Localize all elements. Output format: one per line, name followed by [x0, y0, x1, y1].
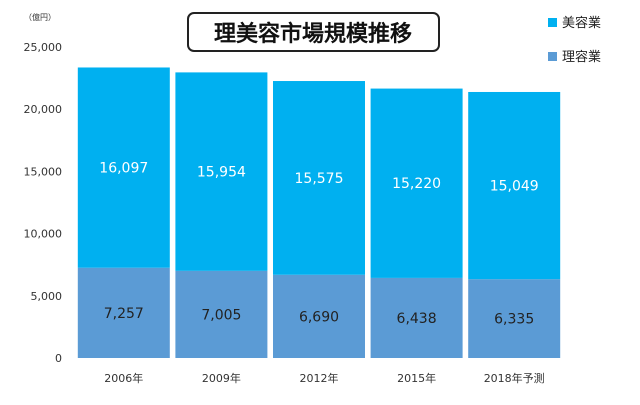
data-label-riyo: 6,438: [397, 311, 437, 327]
x-tick-label: 2018年予測: [484, 371, 545, 385]
data-label-riyo: 7,257: [104, 306, 144, 322]
data-label-riyo: 6,335: [494, 312, 534, 328]
y-tick-label: 0: [55, 352, 62, 365]
bar-segment-biyo: [77, 67, 170, 268]
legend-swatch: [548, 18, 557, 27]
data-label-biyo: 15,220: [392, 176, 441, 192]
bar-segment-biyo: [273, 81, 365, 275]
y-tick-label: 5,000: [31, 290, 63, 303]
title-frame: [187, 12, 440, 52]
x-axis: 2006年 2009年 2012年 2015年 2018年予測: [104, 371, 544, 385]
bar-segment-riyo: [273, 274, 365, 358]
title-box: 理美容市場規模推移: [187, 12, 440, 52]
data-label-biyo: 15,954: [197, 165, 246, 181]
x-tick-label: 2012年: [300, 371, 339, 385]
y-tick-label: 20,000: [24, 103, 63, 116]
x-tick-label: 2015年: [397, 371, 436, 385]
legend-label: 美容業: [562, 15, 601, 31]
bar-segment-riyo: [175, 270, 268, 358]
y-tick-label: 25,000: [24, 41, 63, 54]
data-label-riyo: 7,005: [201, 307, 241, 323]
y-axis: 0 5,000 10,000 15,000 20,000 25,000: [24, 41, 63, 365]
bar-segment-biyo: [370, 88, 463, 278]
bar-segment-riyo: [468, 279, 561, 358]
data-label-biyo: 15,575: [295, 171, 344, 187]
bar-segment-biyo: [175, 72, 268, 271]
data-label-riyo: 6,690: [299, 309, 339, 325]
data-label-biyo: 16,097: [99, 161, 148, 177]
legend-label: 理容業: [562, 49, 601, 65]
y-tick-label: 10,000: [24, 228, 63, 241]
bar-segment-biyo: [468, 91, 561, 280]
x-tick-label: 2009年: [202, 371, 241, 385]
y-unit-label: （億円）: [24, 12, 56, 22]
y-tick-label: 15,000: [24, 165, 63, 178]
bar-segment-riyo: [77, 267, 170, 358]
legend-swatch: [548, 52, 557, 61]
data-label-biyo: 15,049: [490, 179, 539, 195]
x-tick-label: 2006年: [104, 371, 143, 385]
bar-segment-riyo: [370, 277, 463, 358]
bar-area: 7,257 16,097 7,005 15,954 6,690 15,575 6,438 15…: [77, 67, 561, 358]
chart-title: 理美容市場規模推移: [214, 21, 412, 47]
